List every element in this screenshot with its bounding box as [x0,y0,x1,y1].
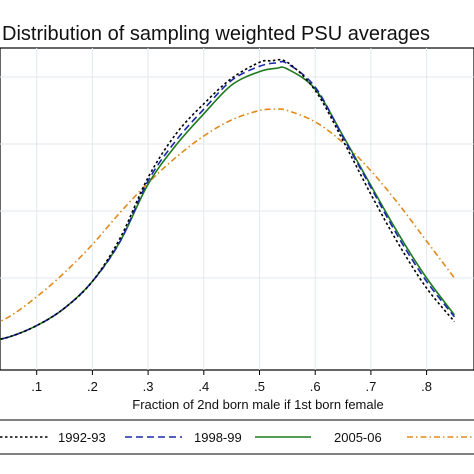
series-layer [0,58,456,341]
legend-label: 1992-93 [58,430,106,445]
legend: 1992-93 1998-99 2005-06 [0,419,474,455]
x-tick-label: .8 [421,379,432,394]
series-line-1992-93 [0,58,456,341]
x-tick-label: .4 [198,379,209,394]
plot-area: .1 .2 .3 .4 .5 .6 .7 .8 [0,47,474,394]
grid-layer [0,48,474,370]
x-tick-label: .5 [254,379,265,394]
legend-label: 1998-99 [194,430,242,445]
x-tick-label: .1 [31,379,42,394]
series-line-unlabeled [0,108,456,323]
chart-title: Distribution of sampling weighted PSU av… [2,23,430,45]
x-axis-label: Fraction of 2nd born male if 1st born fe… [132,397,383,412]
x-tick-label: .2 [87,379,98,394]
x-tick-label: .6 [310,379,321,394]
x-tick-label: .7 [365,379,376,394]
legend-frame [0,419,474,455]
legend-label: 2005-06 [334,430,382,445]
plot-frame [0,47,474,371]
tick-layer: .1 .2 .3 .4 .5 .6 .7 .8 [31,370,432,394]
x-tick-label: .3 [143,379,154,394]
